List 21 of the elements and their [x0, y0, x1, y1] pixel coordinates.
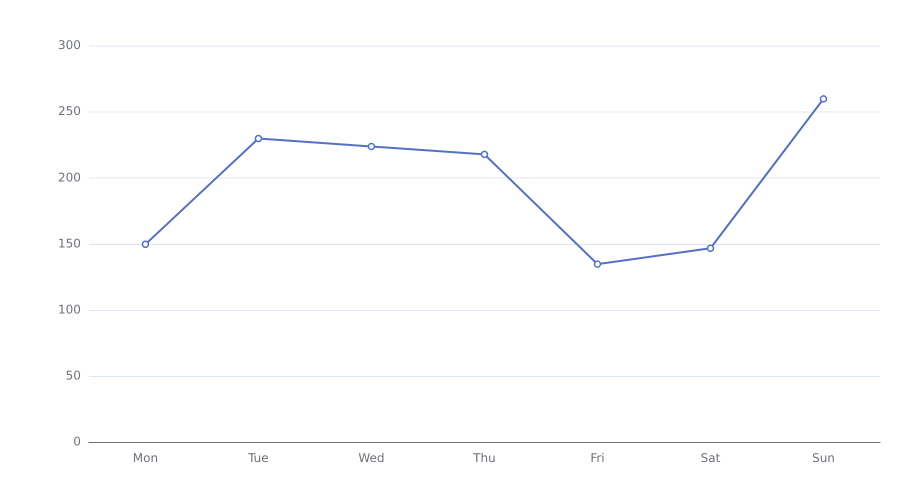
x-tick-label: Sun	[812, 450, 835, 465]
x-tick-label: Wed	[358, 450, 385, 465]
point	[594, 260, 602, 268]
x-tick-label: Tue	[247, 450, 269, 465]
y-tick-label: 250	[58, 104, 81, 118]
point	[820, 95, 828, 103]
y-tick-label: 50	[66, 368, 81, 383]
x-tick-label: Thu	[472, 450, 496, 465]
point	[142, 240, 150, 248]
y-tick-label: 300	[58, 38, 81, 52]
x-tick-label: Fri	[590, 450, 605, 465]
x-tick-label: Sat	[700, 450, 721, 465]
point	[368, 142, 376, 150]
point	[480, 150, 488, 158]
y-tick-label: 100	[58, 302, 81, 317]
point	[706, 244, 714, 252]
y-tick-label: 150	[58, 236, 81, 250]
y-tick-label: 200	[58, 170, 81, 184]
x-tick-label: Mon	[132, 450, 158, 465]
point	[254, 134, 262, 142]
y-tick-label: 0	[73, 434, 81, 449]
